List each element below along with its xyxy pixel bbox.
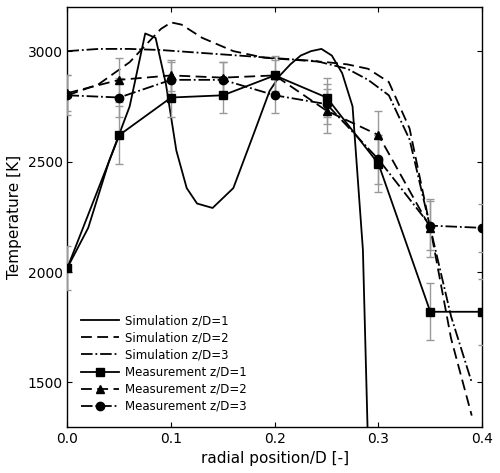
- Y-axis label: Temperature [K]: Temperature [K]: [7, 155, 22, 279]
- Legend: Simulation z/D=1, Simulation z/D=2, Simulation z/D=3, Measurement z/D=1, Measure: Simulation z/D=1, Simulation z/D=2, Simu…: [78, 311, 250, 417]
- X-axis label: radial position/D [-]: radial position/D [-]: [200, 451, 349, 466]
